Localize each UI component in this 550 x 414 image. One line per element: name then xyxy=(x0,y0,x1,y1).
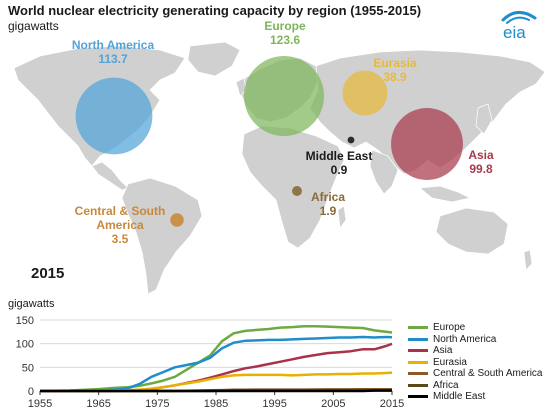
series-line-north-america xyxy=(39,335,393,393)
legend-item: Asia xyxy=(408,345,543,357)
africa-land xyxy=(241,125,345,249)
region-name: Africa xyxy=(310,190,345,204)
legend-label: Africa xyxy=(433,379,459,391)
indonesia-land xyxy=(419,185,472,203)
middle-east-label: Middle East 0.9 xyxy=(298,149,380,177)
legend-label: Asia xyxy=(433,345,453,357)
x-tick-label: 2005 xyxy=(321,398,345,410)
africa-label: Africa 1.9 xyxy=(300,190,356,218)
region-name: America xyxy=(96,218,144,232)
region-name: Europe xyxy=(264,19,306,33)
y-tick-label: 0 xyxy=(28,386,34,398)
legend-item: North America xyxy=(408,334,543,346)
legend-swatch xyxy=(408,326,428,330)
eia-logo: eia xyxy=(497,6,543,42)
legend-label: Central & South America xyxy=(433,368,543,380)
legend-label: Eurasia xyxy=(433,356,467,368)
australia-land xyxy=(435,207,509,255)
world-map xyxy=(13,41,546,295)
eurasia-bubble xyxy=(342,70,388,116)
map-year-label: 2015 xyxy=(31,265,65,282)
x-tick-label: 1955 xyxy=(28,398,52,410)
x-tick-label: 1995 xyxy=(262,398,286,410)
x-tick-label: 2015 xyxy=(380,398,404,410)
europe-label: Europe 123.6 xyxy=(240,19,330,47)
region-value: 1.9 xyxy=(319,204,337,218)
units-label: gigawatts xyxy=(8,19,59,33)
legend-item: Africa xyxy=(408,380,543,392)
asia-label: Asia 99.8 xyxy=(456,148,506,176)
region-value: 38.9 xyxy=(383,70,407,84)
legend-swatch xyxy=(408,337,428,341)
greenland-land xyxy=(187,41,241,77)
region-value: 123.6 xyxy=(269,33,301,47)
new-zealand-land xyxy=(523,249,533,271)
central-south-america-label: Central & South America 3.5 xyxy=(60,204,180,246)
legend-swatch xyxy=(408,349,428,353)
chart-title: World nuclear electricity generating cap… xyxy=(8,3,422,18)
legend-swatch xyxy=(408,395,428,399)
y-tick-label: 150 xyxy=(16,315,34,327)
legend-item: Eurasia xyxy=(408,357,543,369)
chart-y-axis-title: gigawatts xyxy=(8,298,55,310)
north-america-label: North America 113.7 xyxy=(58,38,168,66)
central-south-america-bubble xyxy=(170,213,184,227)
madagascar-land xyxy=(337,205,347,229)
middle-east-bubble xyxy=(347,136,355,144)
legend-swatch xyxy=(408,372,428,376)
logo-text: eia xyxy=(503,23,526,42)
x-tick-label: 1965 xyxy=(86,398,110,410)
region-name: Middle East xyxy=(305,149,373,163)
legend-swatch xyxy=(408,383,428,387)
region-value: 113.7 xyxy=(98,52,128,66)
legend-item: Middle East xyxy=(408,391,543,403)
series-line-europe xyxy=(39,324,393,393)
region-name: Eurasia xyxy=(373,56,417,70)
japan-land xyxy=(475,103,493,135)
legend-label: Middle East xyxy=(433,391,486,403)
eurasia-label: Eurasia 38.9 xyxy=(360,56,430,84)
region-name: Central & South xyxy=(74,204,166,218)
region-value: 3.5 xyxy=(111,232,129,246)
asia-bubble xyxy=(391,108,463,180)
legend-item: Central & South America xyxy=(408,368,543,380)
india-land xyxy=(369,149,399,195)
x-tick-label: 1985 xyxy=(204,398,228,410)
region-name: North America xyxy=(71,38,155,52)
region-value: 0.9 xyxy=(330,163,348,177)
north-america-bubble xyxy=(75,77,153,155)
region-name: Asia xyxy=(468,148,494,162)
y-tick-label: 100 xyxy=(16,339,34,351)
legend-label: North America xyxy=(433,333,497,345)
europe-bubble xyxy=(243,55,325,137)
chart-legend: Europe North America Asia Eurasia Central & … xyxy=(408,322,543,403)
y-tick-label: 50 xyxy=(22,362,34,374)
africa-bubble xyxy=(292,186,302,196)
region-value: 99.8 xyxy=(469,162,493,176)
legend-item: Europe xyxy=(408,322,543,334)
south-america-land xyxy=(121,177,203,295)
legend-label: Europe xyxy=(433,322,466,334)
legend-swatch xyxy=(408,360,428,364)
x-tick-label: 1975 xyxy=(145,398,169,410)
